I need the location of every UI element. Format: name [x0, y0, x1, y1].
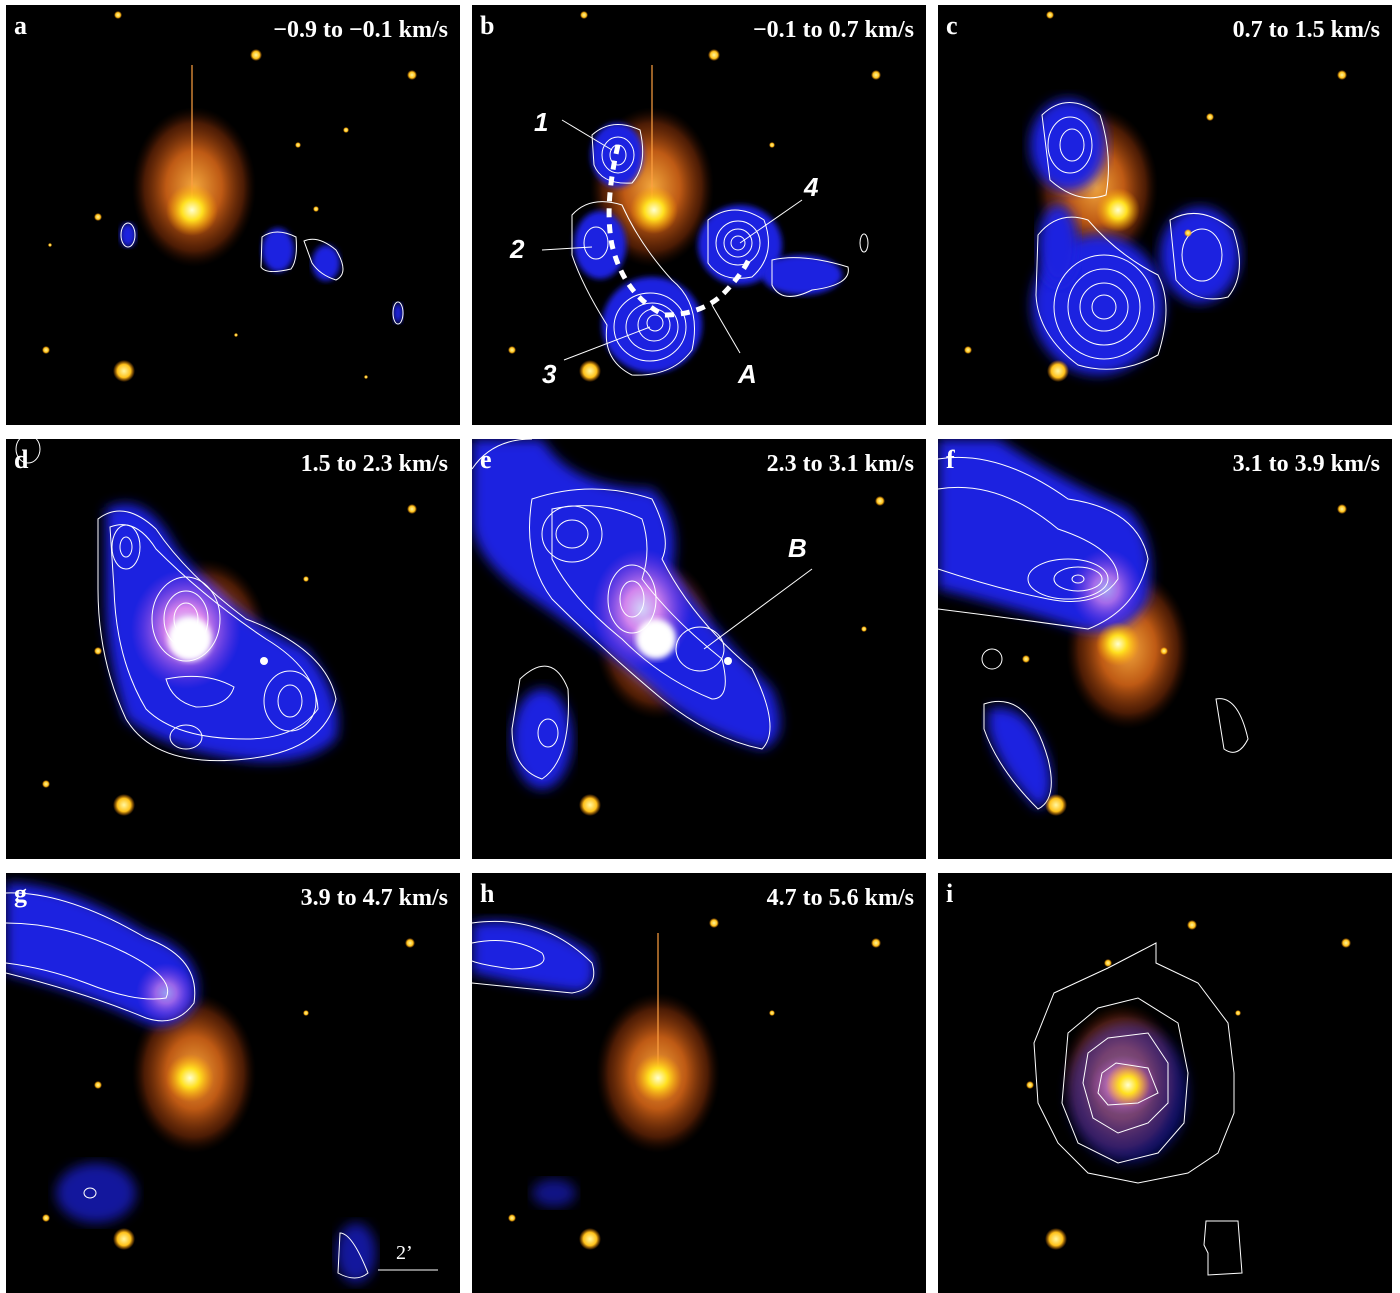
panel-b-image: 1 2 3 4 A: [508, 11, 881, 389]
panel-letter: h: [480, 879, 495, 908]
panel-letter: g: [14, 879, 27, 908]
panel-d: d 1.5 to 2.3 km/s: [6, 439, 460, 859]
contours: [1035, 102, 1240, 370]
panel-letter: b: [480, 11, 495, 40]
velocity-range-label: 0.7 to 1.5 km/s: [1232, 17, 1380, 43]
panel-g-image: 2’: [6, 883, 438, 1283]
panel-i-image: [1026, 920, 1351, 1276]
velocity-range-label: 4.7 to 5.6 km/s: [766, 885, 914, 911]
central-star: [166, 1054, 214, 1102]
contours: [15, 439, 337, 762]
panel-letter: e: [480, 445, 492, 474]
emission-blobs: [574, 123, 842, 373]
panel-b: 1 2 3 4 A b −0.1 to 0.7 km/s: [472, 5, 926, 425]
region-labels: 1 2 3 4 A: [509, 107, 819, 389]
panel-letter: i: [946, 879, 954, 908]
velocity-range-label: 3.1 to 3.9 km/s: [1232, 451, 1380, 477]
region-label-B: B: [788, 533, 807, 563]
region-label-4: 4: [803, 172, 819, 202]
panel-f-image: [938, 439, 1347, 816]
panel-g: 2’ g 3.9 to 4.7 km/s: [6, 873, 460, 1293]
emission-blob: [472, 921, 596, 993]
central-star: [166, 184, 218, 236]
scale-bar-label: 2’: [396, 1242, 413, 1264]
region-label-1: 1: [534, 107, 548, 137]
panel-letter: c: [946, 11, 958, 40]
contours: [120, 222, 404, 325]
field-stars: [579, 496, 885, 816]
panel-c-image: [964, 11, 1347, 382]
contours: [6, 892, 369, 1279]
contours: [472, 920, 595, 994]
panel-i: i: [938, 873, 1392, 1293]
central-star: [634, 1054, 682, 1102]
panel-letter: a: [14, 11, 27, 40]
velocity-range-label: −0.1 to 0.7 km/s: [752, 17, 914, 43]
field-stars: [508, 918, 881, 1250]
field-stars: [42, 11, 417, 382]
velocity-range-label: −0.9 to −0.1 km/s: [273, 17, 448, 43]
panel-h-image: [472, 918, 881, 1250]
panel-a: a −0.9 to −0.1 km/s: [6, 5, 460, 425]
panel-letter: d: [14, 445, 29, 474]
field-stars: [508, 11, 881, 382]
central-star: [168, 617, 212, 661]
central-star: [1106, 1063, 1150, 1107]
panel-a-image: [42, 11, 417, 382]
field-stars: [964, 11, 1347, 382]
contours: [1033, 942, 1243, 1276]
central-star: [630, 186, 678, 234]
field-stars: [1026, 920, 1351, 1250]
annotation-leader-B: [703, 568, 813, 650]
velocity-range-label: 1.5 to 2.3 km/s: [300, 451, 448, 477]
panel-letter: f: [946, 445, 955, 474]
velocity-range-label: 3.9 to 4.7 km/s: [300, 885, 448, 911]
field-stars: [1022, 504, 1347, 816]
panel-h: h 4.7 to 5.6 km/s: [472, 873, 926, 1293]
central-star: [1096, 622, 1140, 666]
emission-blobs: [1030, 99, 1240, 375]
dashed-arc: [606, 144, 753, 318]
emission-blobs: [120, 223, 403, 323]
velocity-range-label: 2.3 to 3.1 km/s: [766, 451, 914, 477]
contours: [472, 439, 771, 780]
panel-c: c 0.7 to 1.5 km/s: [938, 5, 1392, 425]
field-stars: [42, 938, 415, 1250]
contours: [571, 124, 869, 376]
panel-e: B e 2.3 to 3.1 km/s: [472, 439, 926, 859]
region-label-A: A: [737, 359, 757, 389]
central-star: [1096, 188, 1140, 232]
panel-e-image: B: [472, 439, 885, 816]
panel-d-image: [15, 439, 417, 816]
contours: [938, 456, 1249, 810]
annotation-leaders: [541, 119, 803, 361]
central-star: [636, 619, 676, 659]
region-label-3: 3: [542, 359, 557, 389]
region-label-2: 2: [509, 234, 525, 264]
panel-f: f 3.1 to 3.9 km/s: [938, 439, 1392, 859]
field-stars: [42, 504, 417, 816]
